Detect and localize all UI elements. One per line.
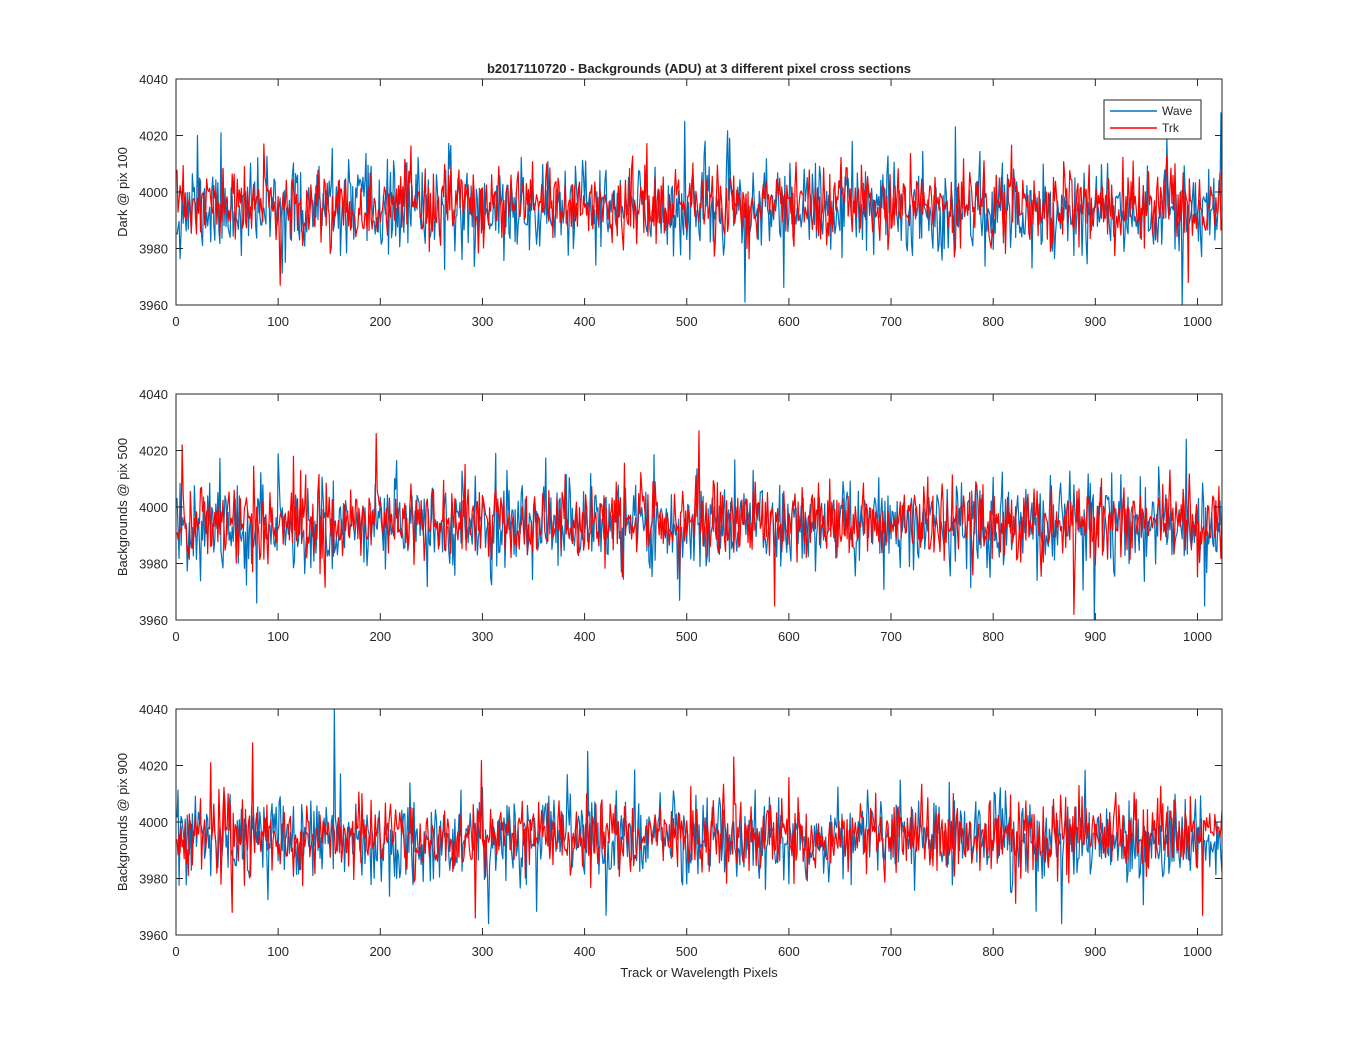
y-tick-label: 3980 <box>139 872 168 887</box>
x-tick-label: 300 <box>472 314 494 329</box>
y-tick-label: 3960 <box>139 613 168 628</box>
y-tick-label: 4000 <box>139 185 168 200</box>
subplot-backgrounds-pix-900: 0 100 200 300 400 500 600 700 800 900 1000 3960 3980… <box>115 702 1223 980</box>
y-tick-label: 4020 <box>139 759 168 774</box>
y-tick-label: 4040 <box>139 702 168 717</box>
series-line-trk <box>176 742 1223 919</box>
series-layer <box>176 430 1223 621</box>
x-tick-label: 500 <box>676 944 698 959</box>
series-layer <box>176 112 1223 306</box>
y-tick-label: 4020 <box>139 129 168 144</box>
y-tick-label: 3960 <box>139 928 168 943</box>
y-tick-label: 4040 <box>139 387 168 402</box>
x-axis-label: Track or Wavelength Pixels <box>620 965 778 980</box>
x-tick-label: 400 <box>574 629 596 644</box>
y-axis-label: Backgrounds @ pix 500 <box>115 438 130 576</box>
ticks-layer: 0 100 200 300 400 500 600 700 800 900 1000 3960 3980… <box>139 702 1222 959</box>
x-tick-label: 800 <box>982 944 1004 959</box>
x-tick-label: 900 <box>1084 629 1106 644</box>
x-tick-label: 900 <box>1084 314 1106 329</box>
y-tick-label: 4040 <box>139 72 168 87</box>
x-tick-label: 300 <box>472 944 494 959</box>
y-tick-label: 4020 <box>139 444 168 459</box>
x-tick-label: 600 <box>778 314 800 329</box>
x-tick-label: 500 <box>676 629 698 644</box>
x-tick-label: 100 <box>267 629 289 644</box>
x-tick-label: 100 <box>267 314 289 329</box>
series-layer <box>176 708 1223 925</box>
ticks-layer: 0 100 200 300 400 500 600 700 800 900 1000 3960 3980… <box>139 387 1222 644</box>
x-tick-label: 0 <box>172 944 179 959</box>
y-tick-label: 3960 <box>139 298 168 313</box>
subplot-backgrounds-pix-500: 0 100 200 300 400 500 600 700 800 900 1000 3960 3980… <box>115 387 1223 644</box>
x-tick-label: 300 <box>472 629 494 644</box>
chart-title: b2017110720 - Backgrounds (ADU) at 3 dif… <box>487 61 911 76</box>
legend-box <box>1103 99 1202 140</box>
x-tick-label: 400 <box>574 944 596 959</box>
x-tick-label: 700 <box>880 944 902 959</box>
x-tick-label: 1000 <box>1183 629 1212 644</box>
x-tick-label: 1000 <box>1183 944 1212 959</box>
x-tick-label: 500 <box>676 314 698 329</box>
x-tick-label: 900 <box>1084 944 1106 959</box>
x-tick-label: 100 <box>267 944 289 959</box>
x-tick-label: 1000 <box>1183 314 1212 329</box>
x-tick-label: 400 <box>574 314 596 329</box>
ticks-layer: 0 100 200 300 400 500 600 700 800 900 1000 3960 3980… <box>139 72 1222 329</box>
y-tick-label: 4000 <box>139 815 168 830</box>
x-tick-label: 200 <box>369 629 391 644</box>
x-tick-label: 700 <box>880 314 902 329</box>
axes-box <box>175 393 1223 621</box>
y-axis-label: Dark @ pix 100 <box>115 147 130 237</box>
x-tick-label: 600 <box>778 944 800 959</box>
legend-entry-wave: Wave <box>1162 104 1193 118</box>
y-tick-label: 3980 <box>139 557 168 572</box>
y-axis-label: Backgrounds @ pix 900 <box>115 753 130 891</box>
x-tick-label: 0 <box>172 629 179 644</box>
x-tick-label: 200 <box>369 944 391 959</box>
x-tick-label: 200 <box>369 314 391 329</box>
x-tick-label: 0 <box>172 314 179 329</box>
y-tick-label: 4000 <box>139 500 168 515</box>
axes-box <box>175 708 1223 936</box>
x-tick-label: 800 <box>982 629 1004 644</box>
series-line-trk <box>176 430 1223 615</box>
plot-area <box>176 709 1222 935</box>
axes-box <box>175 78 1223 306</box>
y-tick-label: 3980 <box>139 242 168 257</box>
subplot-dark-pix-100: 0 100 200 300 400 500 600 700 800 900 1000 3960 3980… <box>115 61 1223 329</box>
x-tick-label: 700 <box>880 629 902 644</box>
x-tick-label: 800 <box>982 314 1004 329</box>
legend-entry-trk: Trk <box>1162 121 1180 135</box>
series-line-trk <box>176 142 1223 286</box>
legend: Wave Trk <box>1103 99 1202 140</box>
x-tick-label: 600 <box>778 629 800 644</box>
